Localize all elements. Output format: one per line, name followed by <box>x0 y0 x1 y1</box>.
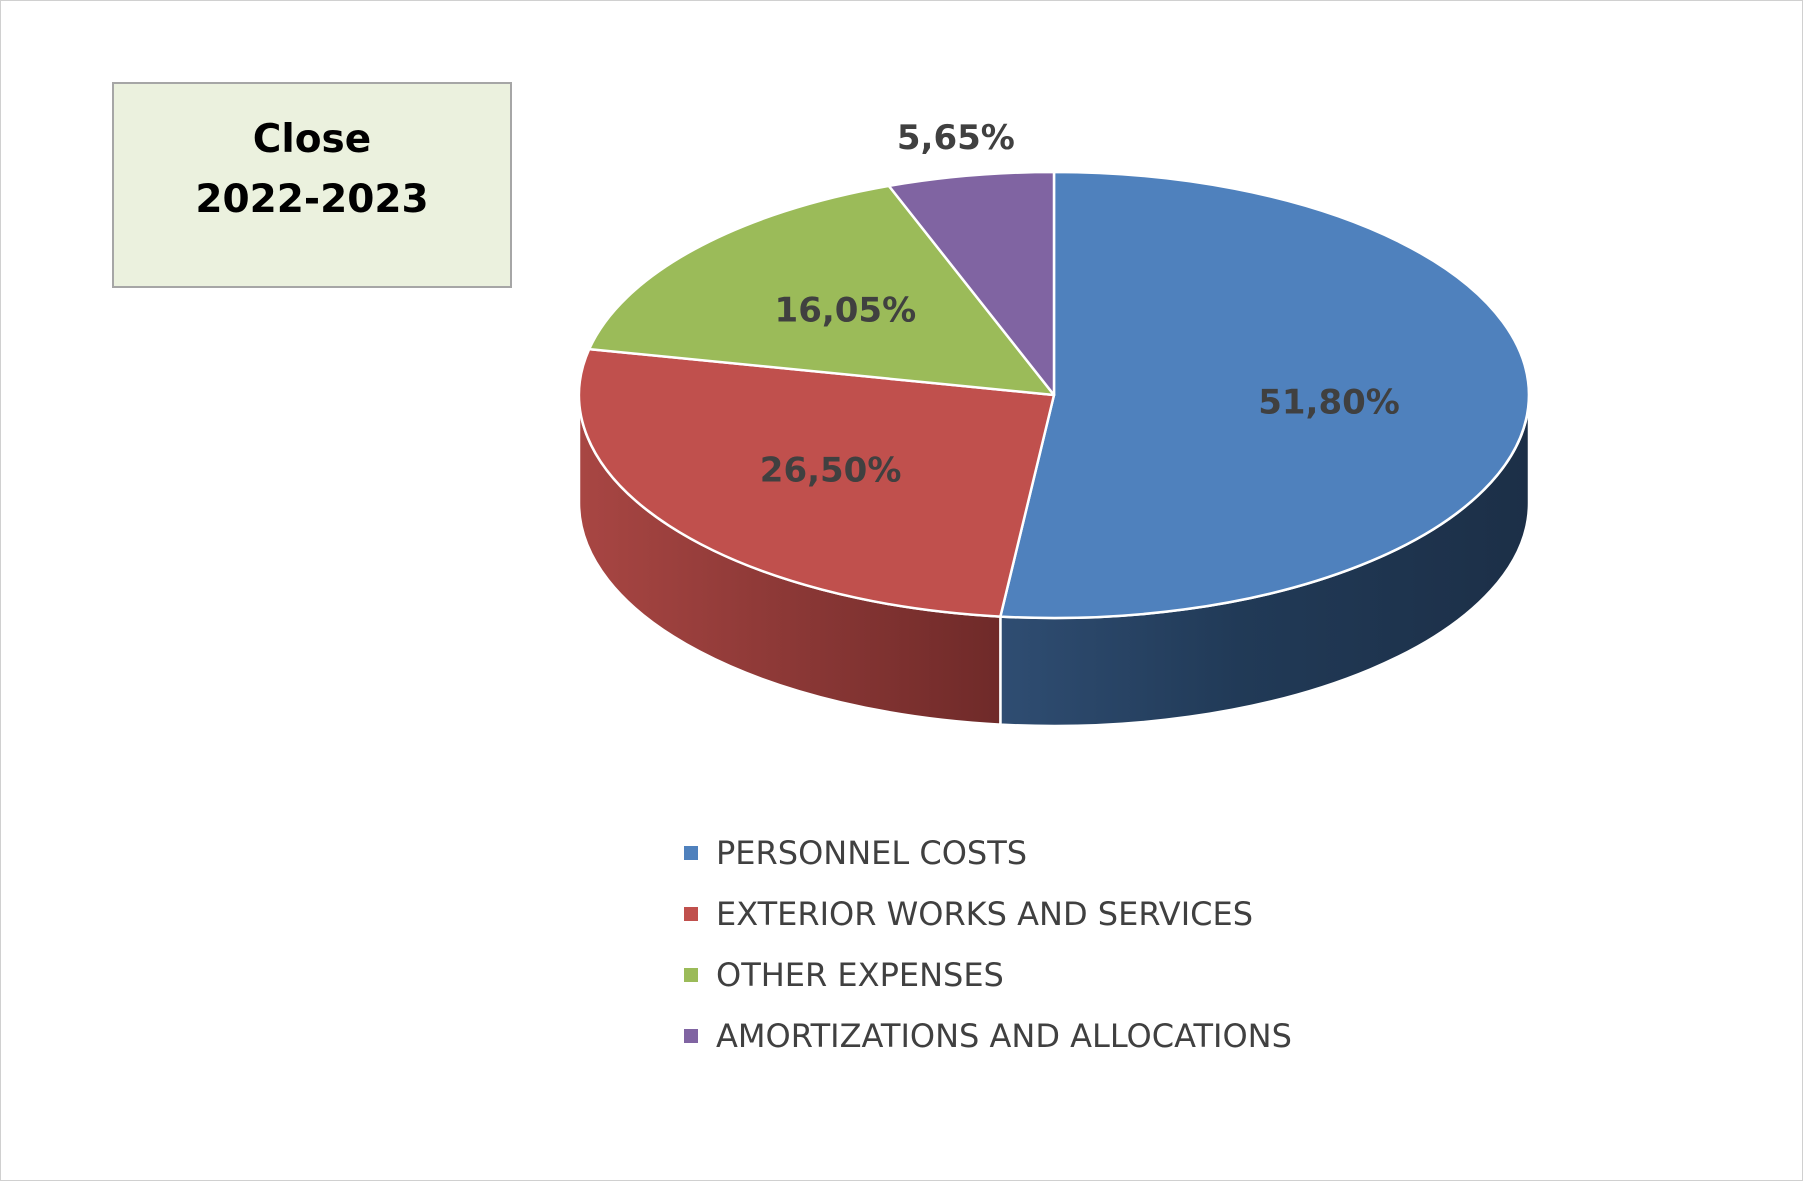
chart-title-box: Close 2022-2023 <box>112 82 512 288</box>
data-label-amortizations: 5,65% <box>897 118 1015 158</box>
legend-item: AMORTIZATIONS AND ALLOCATIONS <box>684 1005 1292 1066</box>
data-label-exterior-works: 26,50% <box>760 451 902 491</box>
legend-swatch-other-expenses <box>684 967 698 982</box>
legend-swatch-personnel-costs <box>684 845 698 860</box>
chart-title-line-2: 2022-2023 <box>195 177 429 222</box>
legend-item: PERSONNEL COSTS <box>684 822 1292 883</box>
legend-label: EXTERIOR WORKS AND SERVICES <box>716 894 1253 933</box>
chart-title-line-1: Close <box>252 117 372 162</box>
chart-legend: PERSONNEL COSTS EXTERIOR WORKS AND SERVI… <box>684 822 1292 1066</box>
pie-slice-amortizations <box>887 170 1056 397</box>
legend-swatch-amortizations <box>684 1028 698 1043</box>
legend-label: PERSONNEL COSTS <box>716 833 1028 872</box>
data-label-other-expenses: 16,05% <box>775 291 917 331</box>
legend-label: OTHER EXPENSES <box>716 955 1004 994</box>
pie-slice-other-expenses <box>587 184 1056 397</box>
data-label-personnel-costs: 51,80% <box>1258 382 1400 422</box>
legend-item: EXTERIOR WORKS AND SERVICES <box>684 883 1292 944</box>
legend-label: AMORTIZATIONS AND ALLOCATIONS <box>716 1016 1292 1055</box>
legend-item: OTHER EXPENSES <box>684 944 1292 1005</box>
pie-slice-personnel-costs <box>999 170 1531 620</box>
legend-swatch-exterior-works <box>684 906 698 921</box>
pie-slice-exterior-works <box>577 347 1056 618</box>
